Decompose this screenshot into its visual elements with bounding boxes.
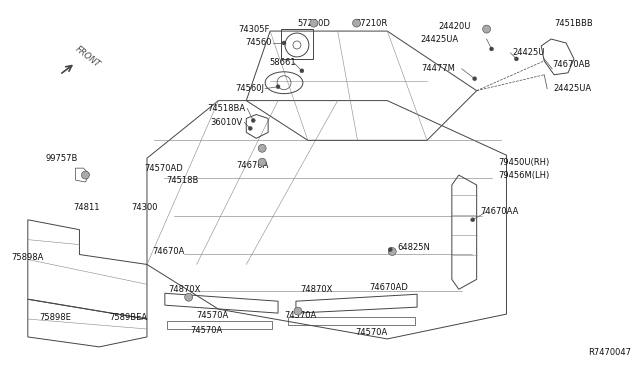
Circle shape [248,126,252,131]
Text: 64825N: 64825N [397,243,430,252]
Circle shape [473,77,477,81]
Text: 74518B: 74518B [166,176,198,185]
Text: 57210D: 57210D [298,19,330,28]
Text: 7589BEA: 7589BEA [109,312,147,321]
Text: 74560J: 74560J [235,84,264,93]
Text: 57210R: 57210R [355,19,388,28]
Circle shape [282,41,286,45]
Text: FRONT: FRONT [74,45,102,69]
Text: 75898A: 75898A [12,253,44,262]
Circle shape [515,57,518,61]
Text: 24425UA: 24425UA [553,84,591,93]
Text: 74570A: 74570A [355,328,388,337]
Text: 74560: 74560 [246,38,272,48]
Text: 74870X: 74870X [168,285,200,294]
Text: 74811: 74811 [73,203,99,212]
Circle shape [294,307,302,315]
Text: 74670AA: 74670AA [481,207,519,217]
Text: 74670AD: 74670AD [369,283,408,292]
Circle shape [353,19,360,27]
Text: 74670A: 74670A [152,247,185,256]
Text: 79450U(RH): 79450U(RH) [499,158,550,167]
Circle shape [483,25,491,33]
Circle shape [310,19,318,27]
Text: 24425U: 24425U [513,48,545,57]
Text: R7470047: R7470047 [588,348,631,357]
Text: 7451BBB: 7451BBB [554,19,593,28]
Circle shape [470,218,475,222]
Text: 58661: 58661 [269,58,296,67]
Text: 24425UA: 24425UA [420,35,459,44]
Text: 74477M: 74477M [421,64,455,73]
Circle shape [258,144,266,152]
Circle shape [388,248,396,256]
Text: 74300: 74300 [131,203,157,212]
Text: 74305F: 74305F [239,25,270,33]
Text: 24420U: 24420U [438,22,470,31]
Text: 99757B: 99757B [45,154,77,163]
Text: 79456M(LH): 79456M(LH) [499,171,550,180]
Text: 74870X: 74870X [300,285,332,294]
Circle shape [388,248,392,251]
Circle shape [300,69,304,73]
Text: 74670AB: 74670AB [552,60,590,69]
Circle shape [252,118,255,122]
Text: 74570A: 74570A [191,327,223,336]
Text: 74570A: 74570A [196,311,229,320]
Text: 36010V: 36010V [210,118,243,127]
Circle shape [81,171,90,179]
Text: 74570AD: 74570AD [144,164,183,173]
Text: 74570A: 74570A [284,311,316,320]
Circle shape [258,158,266,166]
Circle shape [185,293,193,301]
Text: 74518BA: 74518BA [207,104,245,113]
Text: 74670A: 74670A [236,161,269,170]
Text: 75898E: 75898E [40,312,72,321]
Circle shape [276,85,280,89]
Circle shape [490,47,493,51]
